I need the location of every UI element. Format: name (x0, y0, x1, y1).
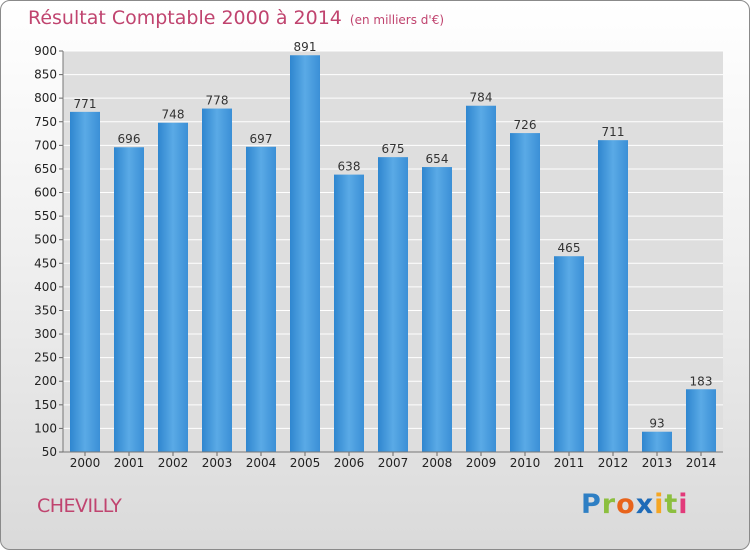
x-axis: 2000 2001 2002 2003 2004 2005 2006 2007 2008 2009… (63, 451, 723, 470)
chart-subtitle: (en milliers d'€) (349, 13, 445, 27)
bar (378, 157, 408, 452)
y-tick-label: 150 (34, 398, 57, 412)
y-tick-label: 800 (34, 91, 57, 105)
y-tick-label: 350 (34, 303, 57, 317)
logo-letter: i (678, 489, 689, 520)
bar (70, 111, 100, 452)
bar-value-label: 726 (514, 118, 537, 132)
chart-title-text: Résultat Comptable 2000 à 2014 (28, 7, 342, 29)
bar (114, 147, 144, 453)
x-tick-label: 2001 (114, 456, 145, 470)
bar-value-label: 93 (649, 417, 664, 431)
x-tick-label: 2013 (642, 456, 673, 470)
y-tick-label: 500 (34, 233, 57, 247)
bar (554, 256, 584, 452)
x-tick-label: 2014 (686, 456, 717, 470)
y-tick-label: 50 (42, 445, 57, 459)
bar (686, 389, 716, 452)
logo-letter: x (635, 489, 655, 520)
x-tick-label: 2012 (598, 456, 629, 470)
y-tick-label: 250 (34, 351, 57, 365)
bar-value-label: 697 (250, 132, 273, 146)
bar-value-label: 183 (690, 374, 713, 388)
bar (290, 55, 320, 453)
logo-letter: i (654, 489, 665, 520)
x-tick-label: 2002 (158, 456, 189, 470)
y-tick-label: 550 (34, 209, 57, 223)
x-tick-label: 2003 (202, 456, 233, 470)
bar (334, 174, 364, 452)
x-tick-label: 2007 (378, 456, 409, 470)
bar-value-label: 638 (338, 160, 361, 174)
bar-value-label: 711 (602, 125, 625, 139)
x-tick-label: 2008 (422, 456, 453, 470)
y-tick-label: 200 (34, 374, 57, 388)
x-tick-label: 2009 (466, 456, 497, 470)
x-tick-label: 2000 (70, 456, 101, 470)
bar (598, 140, 628, 453)
bar (422, 167, 452, 452)
bar-value-label: 748 (162, 108, 185, 122)
y-tick-label: 750 (34, 115, 57, 129)
x-tick-label: 2006 (334, 456, 365, 470)
y-tick-label: 650 (34, 162, 57, 176)
bar-value-label: 465 (558, 241, 581, 255)
y-tick-label: 700 (34, 138, 57, 152)
bars: 771 696 748 778 697 891 638 675 654 784 726 465 711 9… (70, 40, 716, 453)
x-tick-label: 2005 (290, 456, 321, 470)
y-tick-label: 300 (34, 327, 57, 341)
x-tick-label: 2010 (510, 456, 541, 470)
y-tick-label: 850 (34, 68, 57, 82)
commune-name: CHEVILLY (37, 495, 122, 517)
bar (466, 105, 496, 453)
x-tick-label: 2011 (554, 456, 585, 470)
bar (158, 122, 188, 452)
y-axis: 50 100 150 200 250 300 350 400 450 500 550 600 650 70… (34, 44, 64, 459)
bar-value-label: 654 (426, 152, 449, 166)
y-tick-label: 600 (34, 186, 57, 200)
y-tick-label: 100 (34, 421, 57, 435)
logo-letter: o (616, 489, 636, 520)
proxiti-logo[interactable]: Proxiti (581, 489, 689, 520)
bar-value-label: 784 (470, 91, 493, 105)
y-tick-label: 400 (34, 280, 57, 294)
bar-value-label: 675 (382, 142, 405, 156)
bar (246, 146, 276, 452)
bar-value-label: 891 (294, 40, 317, 54)
bar (510, 133, 540, 453)
chart-title: Résultat Comptable 2000 à 2014 (en millie… (28, 7, 444, 29)
logo-letter: P (581, 489, 602, 520)
logo-letter: t (664, 489, 679, 520)
bar (642, 431, 672, 452)
logo-letter: r (601, 489, 617, 520)
bar-value-label: 778 (206, 94, 229, 108)
x-tick-label: 2004 (246, 456, 277, 470)
bar-value-label: 696 (118, 132, 141, 146)
bar (202, 108, 232, 452)
y-tick-label: 900 (34, 44, 57, 58)
y-tick-label: 450 (34, 256, 57, 270)
bar-value-label: 771 (74, 97, 97, 111)
